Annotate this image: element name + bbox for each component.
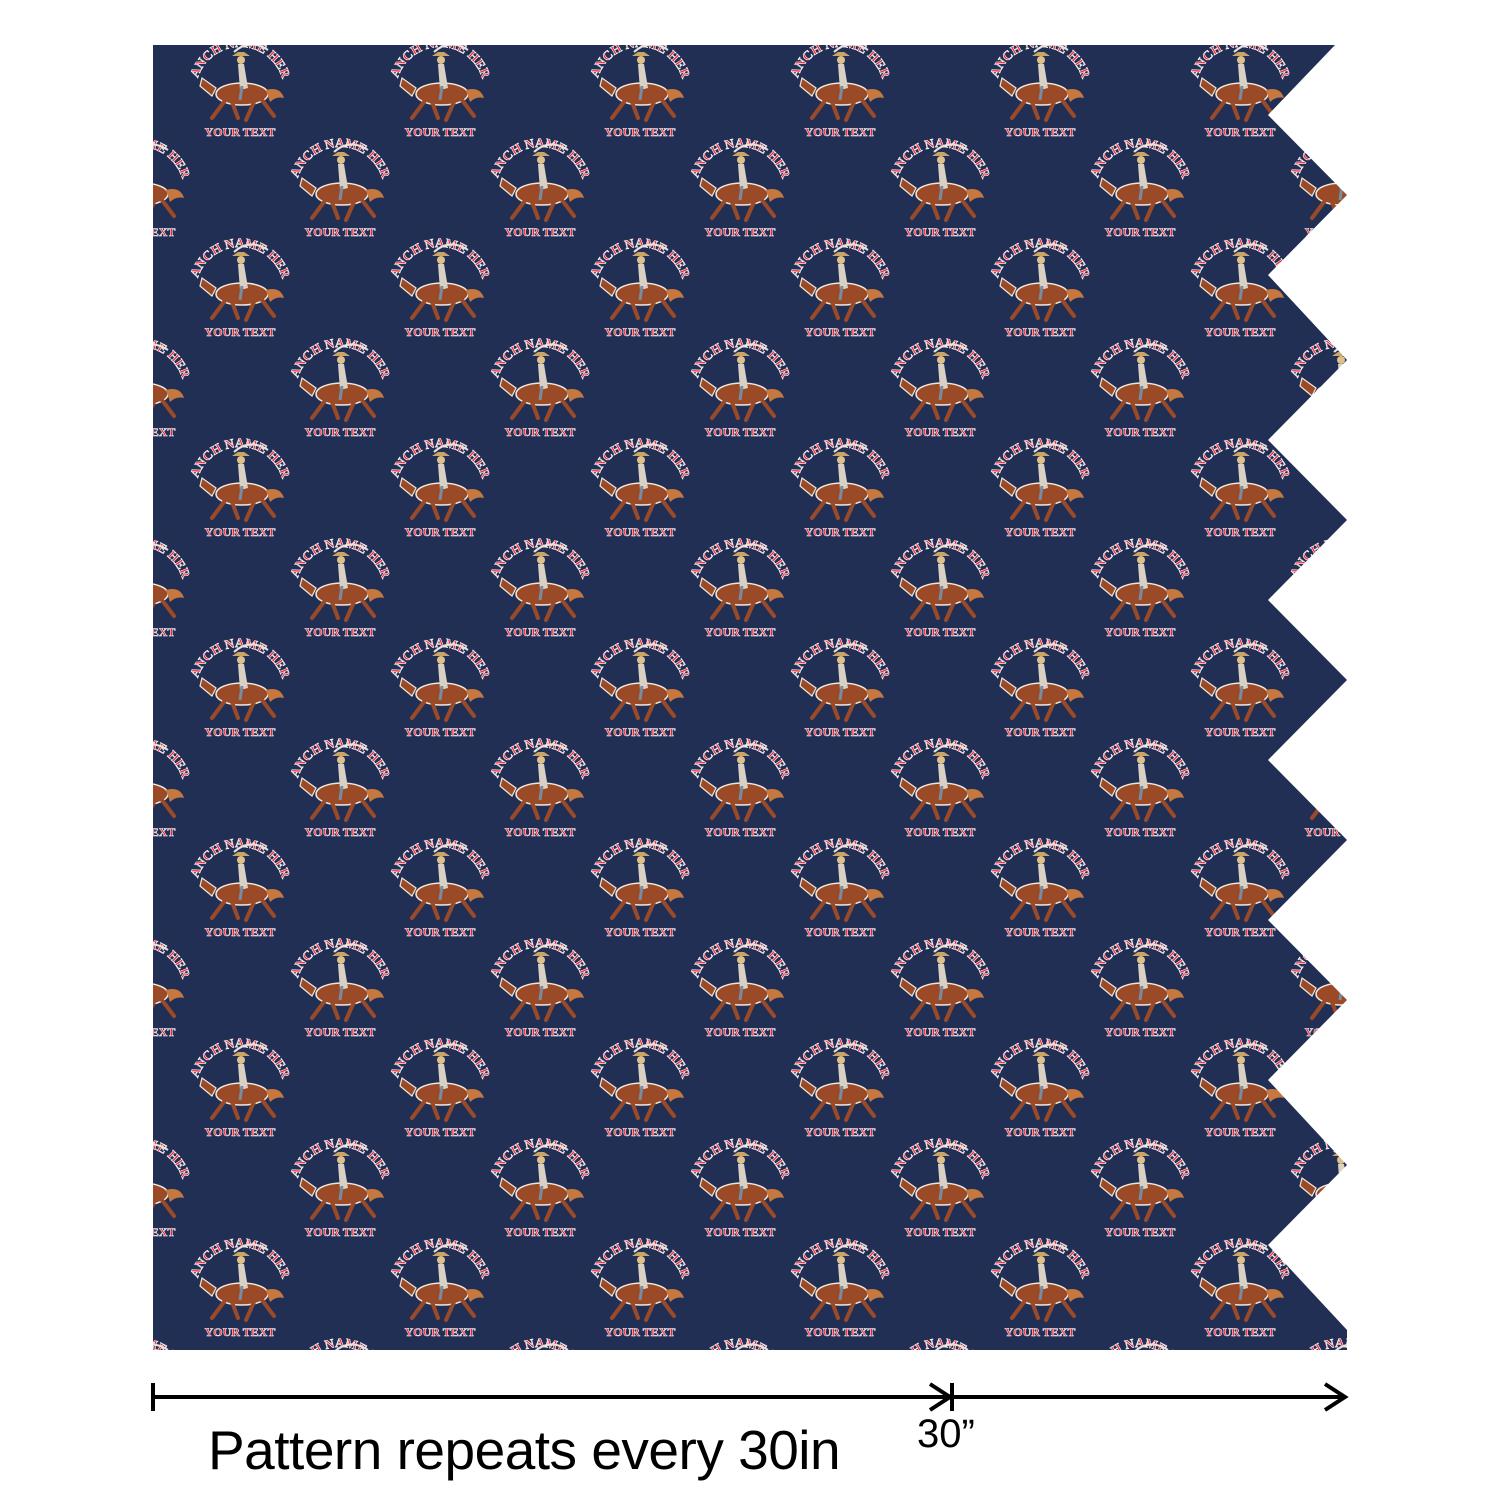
repeat-caption: Pattern repeats every 30in	[208, 1419, 841, 1481]
horse-rider-icon	[199, 243, 284, 322]
repeat-length-label: 30”	[917, 1412, 975, 1456]
fabric-swatch	[153, 45, 1347, 1350]
visible-motif: RANCH NAME HERE YOUR TEXT	[186, 230, 294, 342]
motif-bottom-text: YOUR TEXT	[205, 325, 276, 339]
arrowhead-icon	[1323, 1382, 1349, 1412]
repeat-ruler	[151, 1382, 1349, 1412]
ranch-logo-motif: RANCH NAME HERE YOUR TEXT	[186, 230, 294, 342]
arrowhead-icon	[928, 1382, 954, 1412]
